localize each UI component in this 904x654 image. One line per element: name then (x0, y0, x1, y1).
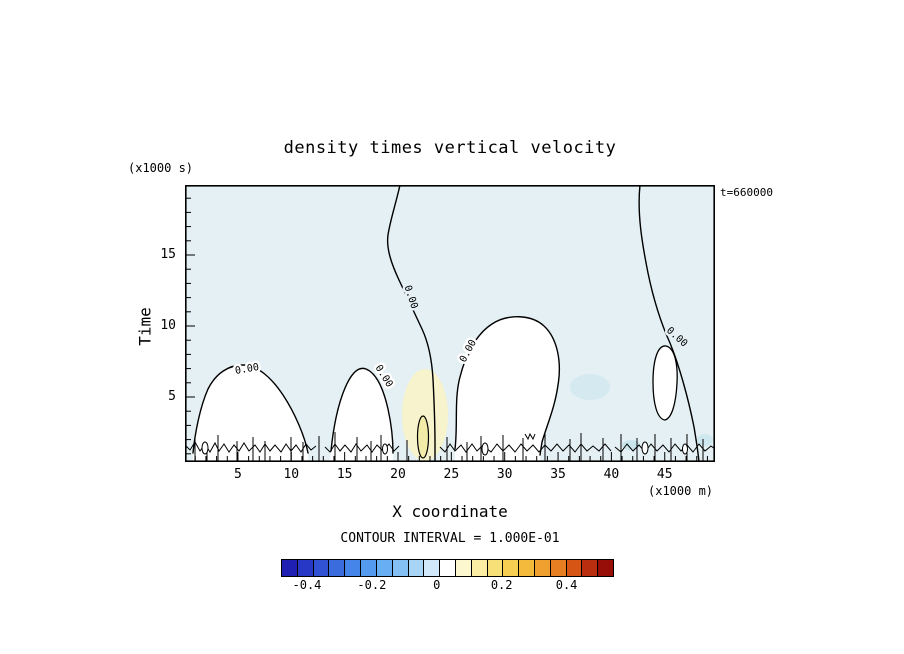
colorbar-segment (598, 560, 614, 576)
colorbar-segment (345, 560, 362, 576)
x-tick-label: 20 (390, 467, 406, 482)
colorbar-tick-label: 0.4 (555, 578, 578, 592)
colorbar-segment (297, 560, 314, 576)
colorbar-tick-label: 0 (433, 578, 441, 592)
x-tick-label: 15 (336, 467, 353, 482)
colorbar-segment (282, 560, 298, 576)
positive-core-contour (416, 415, 430, 459)
plot-area: 0.00 0.00 0.00 0.00 0.00 (184, 184, 716, 463)
colorbar-segment (519, 560, 535, 576)
zero-contour-line (192, 364, 309, 454)
x-tick-label: 25 (443, 467, 460, 482)
colorbar-segment (455, 560, 472, 576)
zero-contour-line (638, 184, 700, 463)
colorbar-segments (282, 560, 614, 576)
y-tick-label: 10 (160, 318, 176, 333)
x-axis-units-label: (x1000 m) (648, 484, 714, 498)
y-axis-units-label: (x1000 s) (128, 161, 194, 175)
colorbar-segment (582, 560, 599, 576)
surface-noise-loop (641, 441, 649, 455)
surface-noise-spikes (194, 432, 704, 462)
colorbar-segment (424, 560, 441, 576)
negative-blob (622, 440, 640, 450)
y-axis-ticks (186, 197, 195, 455)
colorbar-segment (535, 560, 551, 576)
x-axis-title: X coordinate (392, 502, 508, 521)
zero-mound-fill (330, 368, 393, 462)
y-tick-label: 15 (160, 247, 176, 262)
surface-noise-loop (201, 441, 209, 455)
surface-noise-contour (614, 443, 716, 453)
x-tick-label: 40 (603, 467, 620, 482)
colorbar-tick-label: -0.4 (292, 578, 322, 592)
colorbar-segment (487, 560, 504, 576)
contour-interval-label: CONTOUR INTERVAL = 1.000E-01 (340, 531, 560, 546)
colorbar (281, 559, 614, 577)
time-annotation: t=660000 (720, 186, 773, 199)
surface-noise-loop (382, 443, 388, 455)
negative-blob (697, 434, 713, 446)
zero-mound-fill (455, 316, 560, 462)
x-tick-label: 35 (550, 467, 566, 482)
surface-noise-squiggle (524, 432, 536, 441)
colorbar-segment (471, 560, 488, 576)
zero-contour-line (454, 316, 561, 456)
surface-noise-loop (481, 442, 489, 456)
surface-noise-loop (682, 443, 688, 455)
colorbar-segment (361, 560, 377, 576)
colorbar-segment (376, 560, 393, 576)
x-tick-label: 30 (496, 467, 513, 482)
colorbar-segment (566, 560, 583, 576)
surface-noise-contour (484, 443, 612, 453)
zero-contour-line (386, 184, 436, 463)
colorbar-segment (408, 560, 425, 576)
colorbar-segment (503, 560, 520, 576)
zero-contour-line (330, 367, 394, 454)
colorbar-tick-label: -0.2 (357, 578, 387, 592)
x-axis-ticks (194, 452, 708, 461)
positive-plume-fill (402, 369, 448, 461)
colorbar-tick-label: 0.2 (490, 578, 513, 592)
colorbar-segment (550, 560, 567, 576)
contour-plot-canvas: 0.00 0.00 0.00 0.00 0.00 (184, 184, 716, 463)
chart-title: density times vertical velocity (283, 138, 617, 158)
colorbar-segment (440, 560, 456, 576)
colorbar-segment (313, 560, 330, 576)
colorbar-segment (392, 560, 409, 576)
colorbar-segment (329, 560, 346, 576)
x-tick-label: 5 (234, 467, 242, 482)
closed-zero-contour-cell (652, 345, 678, 421)
y-tick-label: 5 (168, 389, 176, 404)
x-tick-label: 10 (283, 467, 300, 482)
x-tick-label: 45 (656, 467, 673, 482)
negative-blob (570, 374, 610, 400)
zero-mound-fill (193, 365, 308, 462)
plot-frame (185, 185, 716, 462)
